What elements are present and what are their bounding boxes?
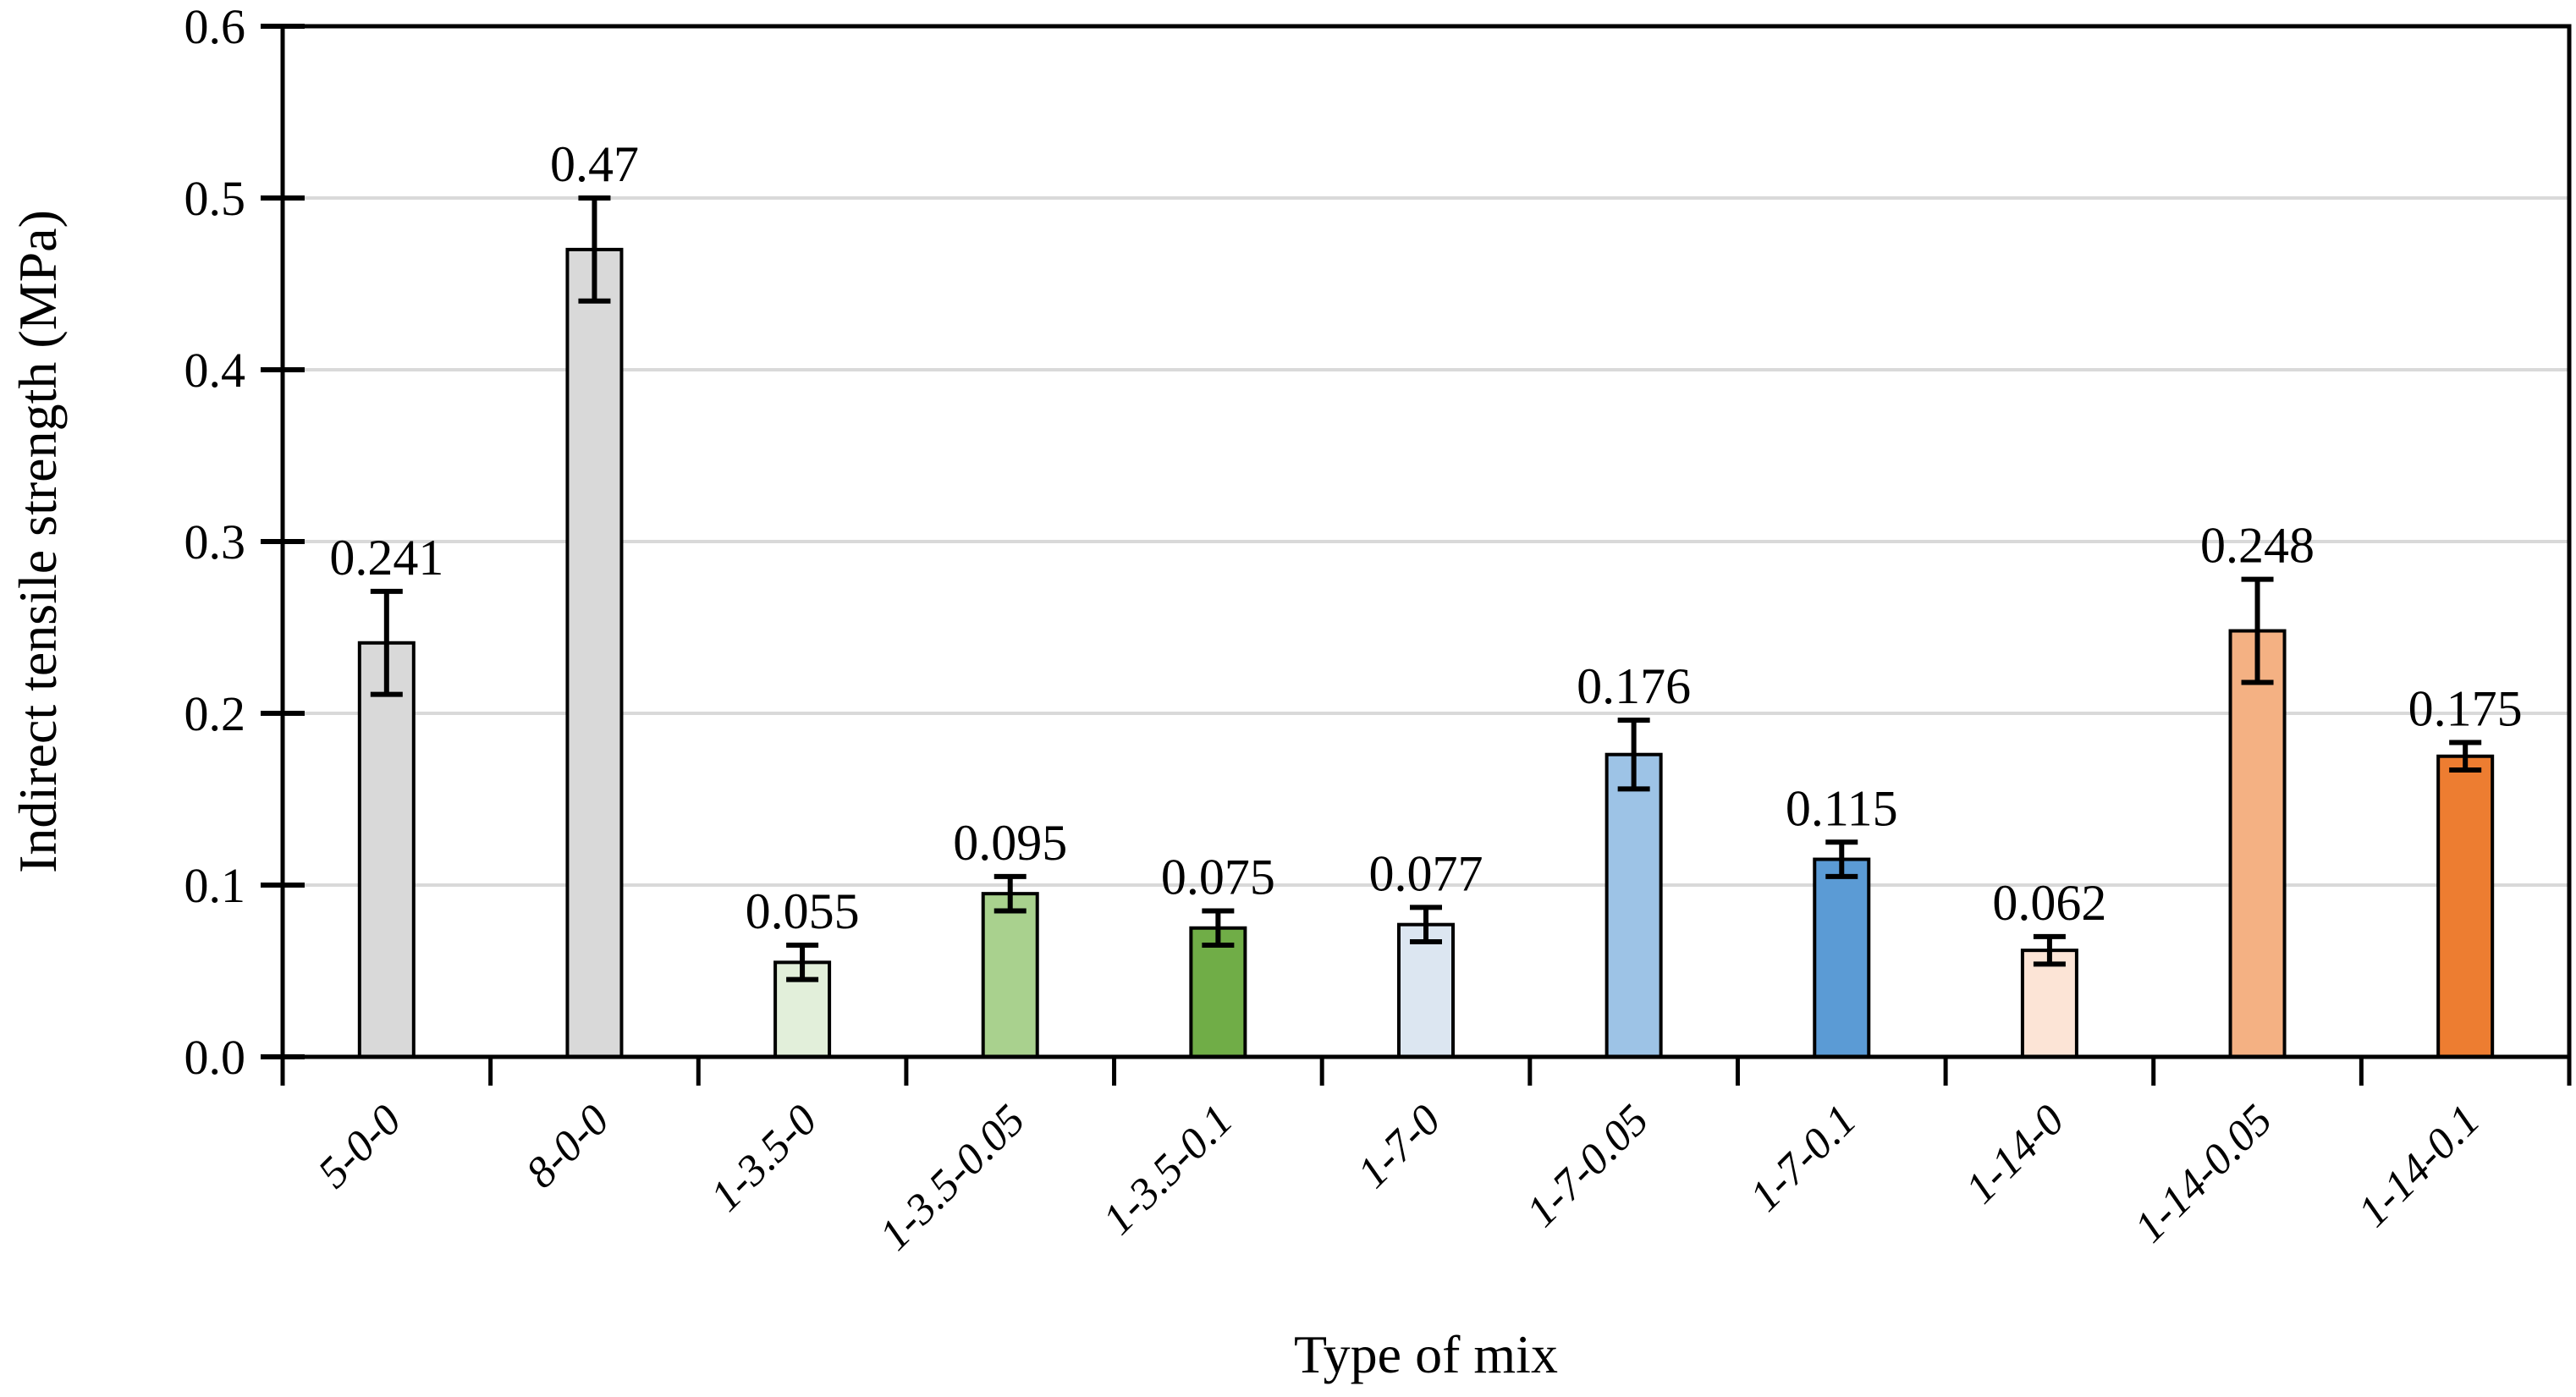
category-label-1-14-0: 1-14-0 xyxy=(1957,1096,2073,1213)
value-label-1-3.5-0.05: 0.095 xyxy=(953,815,1067,871)
category-label-1-3.5-0: 1-3.5-0 xyxy=(702,1096,827,1221)
y-axis-title: Indirect tensile strength (MPa) xyxy=(8,210,68,873)
value-label-1-14-0: 0.062 xyxy=(1992,875,2106,931)
value-label-8-0-0: 0.47 xyxy=(550,136,639,192)
bars xyxy=(357,247,2495,1059)
bar-5-0-0 xyxy=(357,641,416,1059)
value-label-1-14-0.05: 0.248 xyxy=(2200,518,2315,574)
value-label-1-7-0.1: 0.115 xyxy=(1786,780,1898,836)
category-label-8-0-0: 8-0-0 xyxy=(517,1096,619,1197)
bar-1-7-0.05 xyxy=(1604,752,1663,1059)
bar-1-7-0.1 xyxy=(1813,857,1871,1059)
value-labels: 0.241 0.47 0.055 0.095 0.075 0.077 0.176 0.115 0… xyxy=(329,136,2522,939)
y-tick-label-0.3: 0.3 xyxy=(184,514,246,569)
category-label-1-7-0: 1-7-0 xyxy=(1349,1096,1450,1197)
category-label-1-3.5-0.05: 1-3.5-0.05 xyxy=(871,1096,1034,1259)
y-tick-label-0.2: 0.2 xyxy=(184,686,246,741)
error-bars xyxy=(370,195,2482,982)
value-label-1-3.5-0.1: 0.075 xyxy=(1161,849,1275,905)
y-tick-labels: 0.0 0.1 0.2 0.3 0.4 0.5 0.6 xyxy=(184,0,246,1085)
category-label-5-0-0: 5-0-0 xyxy=(309,1096,410,1197)
y-tick-label-0.5: 0.5 xyxy=(184,171,246,226)
x-category-labels: 5-0-0 8-0-0 1-3.5-0 1-3.5-0.05 1-3.5-0.1 1-7-… xyxy=(309,1096,2489,1259)
category-label-1-7-0.1: 1-7-0.1 xyxy=(1741,1096,1866,1221)
bar-1-14-0.1 xyxy=(2436,754,2495,1059)
value-label-1-14-0.1: 0.175 xyxy=(2408,681,2523,737)
y-tick-label-0.0: 0.0 xyxy=(184,1030,246,1085)
value-label-1-7-0.05: 0.176 xyxy=(1577,658,1691,714)
category-label-1-14-0.05: 1-14-0.05 xyxy=(2126,1096,2282,1251)
value-label-1-3.5-0: 0.055 xyxy=(746,883,860,939)
value-label-1-7-0: 0.077 xyxy=(1369,845,1483,901)
y-tick-label-0.6: 0.6 xyxy=(184,0,246,54)
category-label-1-7-0.05: 1-7-0.05 xyxy=(1517,1096,1658,1236)
bar-1-14-0 xyxy=(2020,949,2078,1059)
category-label-1-14-0.1: 1-14-0.1 xyxy=(2349,1096,2490,1236)
gridlines xyxy=(283,196,2569,887)
bar-1-14-0.05 xyxy=(2228,629,2287,1059)
y-tick-label-0.1: 0.1 xyxy=(184,858,246,913)
value-label-5-0-0: 0.241 xyxy=(329,530,443,586)
bar-1-3.5-0.05 xyxy=(981,892,1039,1059)
bar-1-7-0 xyxy=(1397,922,1455,1059)
axes xyxy=(261,24,2572,1086)
y-tick-label-0.4: 0.4 xyxy=(184,343,246,398)
category-label-1-3.5-0.1: 1-3.5-0.1 xyxy=(1094,1096,1242,1244)
x-axis-title: Type of mix xyxy=(1294,1324,1558,1384)
bar-8-0-0 xyxy=(565,247,624,1059)
